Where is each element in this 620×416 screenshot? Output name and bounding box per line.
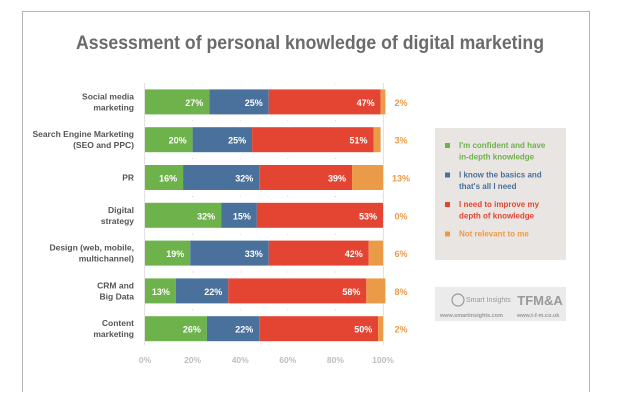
x-tick-label: 80%	[327, 355, 344, 365]
bar-segment	[252, 127, 374, 153]
bar-segment	[366, 278, 386, 304]
bar-segment	[145, 165, 184, 190]
smart-insights-logo-icon	[451, 293, 465, 307]
data-label: 39%	[328, 174, 346, 184]
legend-swatch	[445, 143, 450, 148]
bar-segment	[145, 240, 191, 266]
data-label: 15%	[233, 211, 251, 221]
data-label-outside: 6%	[394, 249, 407, 259]
category-label: multichannel)	[79, 254, 134, 264]
data-label: 22%	[235, 325, 253, 335]
bar-segment	[268, 89, 381, 115]
bar-segment	[378, 316, 383, 342]
logo-smart-insights: Smart Insights	[466, 297, 511, 304]
bar-segment	[352, 165, 383, 190]
legend-swatch	[445, 172, 450, 178]
bar-segment	[259, 316, 379, 342]
bar-segment	[209, 89, 269, 115]
logo-tfma-url: www.t-f-m.co.uk	[516, 313, 560, 319]
category-label: CRM and	[97, 280, 134, 290]
legend-label: I'm confident and have	[459, 141, 546, 150]
data-label: 51%	[349, 136, 367, 146]
logo-smart-insights-url: www.smartinsights.com	[439, 313, 503, 319]
x-tick-label: 40%	[232, 355, 249, 365]
x-tick-label: 0%	[139, 355, 152, 365]
bar-segment	[380, 89, 386, 115]
data-label-outside: 3%	[394, 136, 407, 146]
bar-segment	[175, 278, 229, 304]
bar-segment	[190, 240, 269, 266]
legend-label: in-depth knowledge	[459, 153, 535, 162]
category-label: Design (web, mobile,	[49, 243, 134, 253]
category-label: Social media	[82, 91, 134, 101]
category-label: Digital	[108, 205, 134, 215]
data-label: 53%	[359, 211, 377, 221]
bar-segment	[268, 240, 369, 266]
legend-swatch	[445, 231, 450, 237]
bar-segment	[373, 127, 381, 153]
bar-segment	[259, 165, 353, 190]
bar-segment	[221, 202, 257, 228]
bar-segment	[256, 202, 383, 228]
legend-label: I need to improve my	[459, 200, 540, 209]
category-label: Search Engine Marketing	[32, 129, 134, 139]
chart-frame	[22, 11, 590, 392]
x-tick-label: 20%	[184, 355, 201, 365]
category-label: (SEO and PPC)	[73, 140, 134, 150]
data-label-outside: 2%	[394, 98, 407, 108]
bar-segment	[145, 316, 207, 342]
logos-box: Smart Insights TFM&A www.smartinsights.c…	[435, 287, 566, 321]
data-label: 27%	[185, 98, 203, 108]
bar-segment	[192, 127, 253, 153]
data-label: 19%	[166, 249, 184, 259]
category-label: PR	[122, 173, 134, 183]
data-label: 20%	[169, 136, 187, 146]
data-label: 16%	[159, 174, 177, 184]
data-label: 25%	[228, 136, 246, 146]
bar-segment	[183, 165, 260, 190]
legend: I'm confident and have in-depth knowledge…	[435, 128, 566, 260]
data-label: 58%	[342, 287, 360, 297]
data-label: 13%	[152, 287, 170, 297]
bar-segment	[145, 202, 222, 228]
category-label: Content	[102, 318, 134, 328]
data-label: 22%	[204, 287, 222, 297]
data-label: 25%	[245, 98, 263, 108]
legend-swatch	[445, 202, 450, 207]
data-label-outside: 13%	[392, 174, 410, 184]
legend-label: I know the basics and	[459, 171, 542, 180]
bar-segment	[228, 278, 367, 304]
data-label-outside: 8%	[394, 287, 407, 297]
category-label: marketing	[93, 102, 134, 112]
logos-background	[435, 287, 566, 321]
data-label-outside: 2%	[394, 325, 407, 335]
chart-title: Assessment of personal knowledge of digi…	[76, 33, 544, 54]
logo-tfma: TFM&A	[517, 293, 563, 308]
bar-segment	[368, 240, 383, 266]
category-label: strategy	[101, 216, 134, 226]
data-label: 42%	[345, 249, 363, 259]
bar-segment	[206, 316, 260, 342]
data-label: 47%	[357, 98, 375, 108]
data-label: 32%	[197, 211, 215, 221]
x-tick-label: 60%	[279, 355, 296, 365]
data-label: 33%	[245, 249, 263, 259]
category-label: Big Data	[100, 291, 135, 301]
category-label: marketing	[93, 329, 134, 339]
data-label-outside: 0%	[394, 211, 407, 221]
bar-segment	[145, 89, 210, 115]
x-tick-label: 100%	[372, 355, 394, 365]
legend-label: Not relevant to me	[459, 230, 529, 239]
legend-label: depth of knowledge	[459, 212, 535, 221]
legend-label: that's all I need	[459, 182, 517, 191]
bar-segment	[145, 278, 176, 304]
data-label: 26%	[183, 325, 201, 335]
legend-box	[435, 128, 566, 260]
bar-segment	[145, 127, 193, 153]
data-label: 32%	[235, 174, 253, 184]
data-label: 50%	[354, 325, 372, 335]
